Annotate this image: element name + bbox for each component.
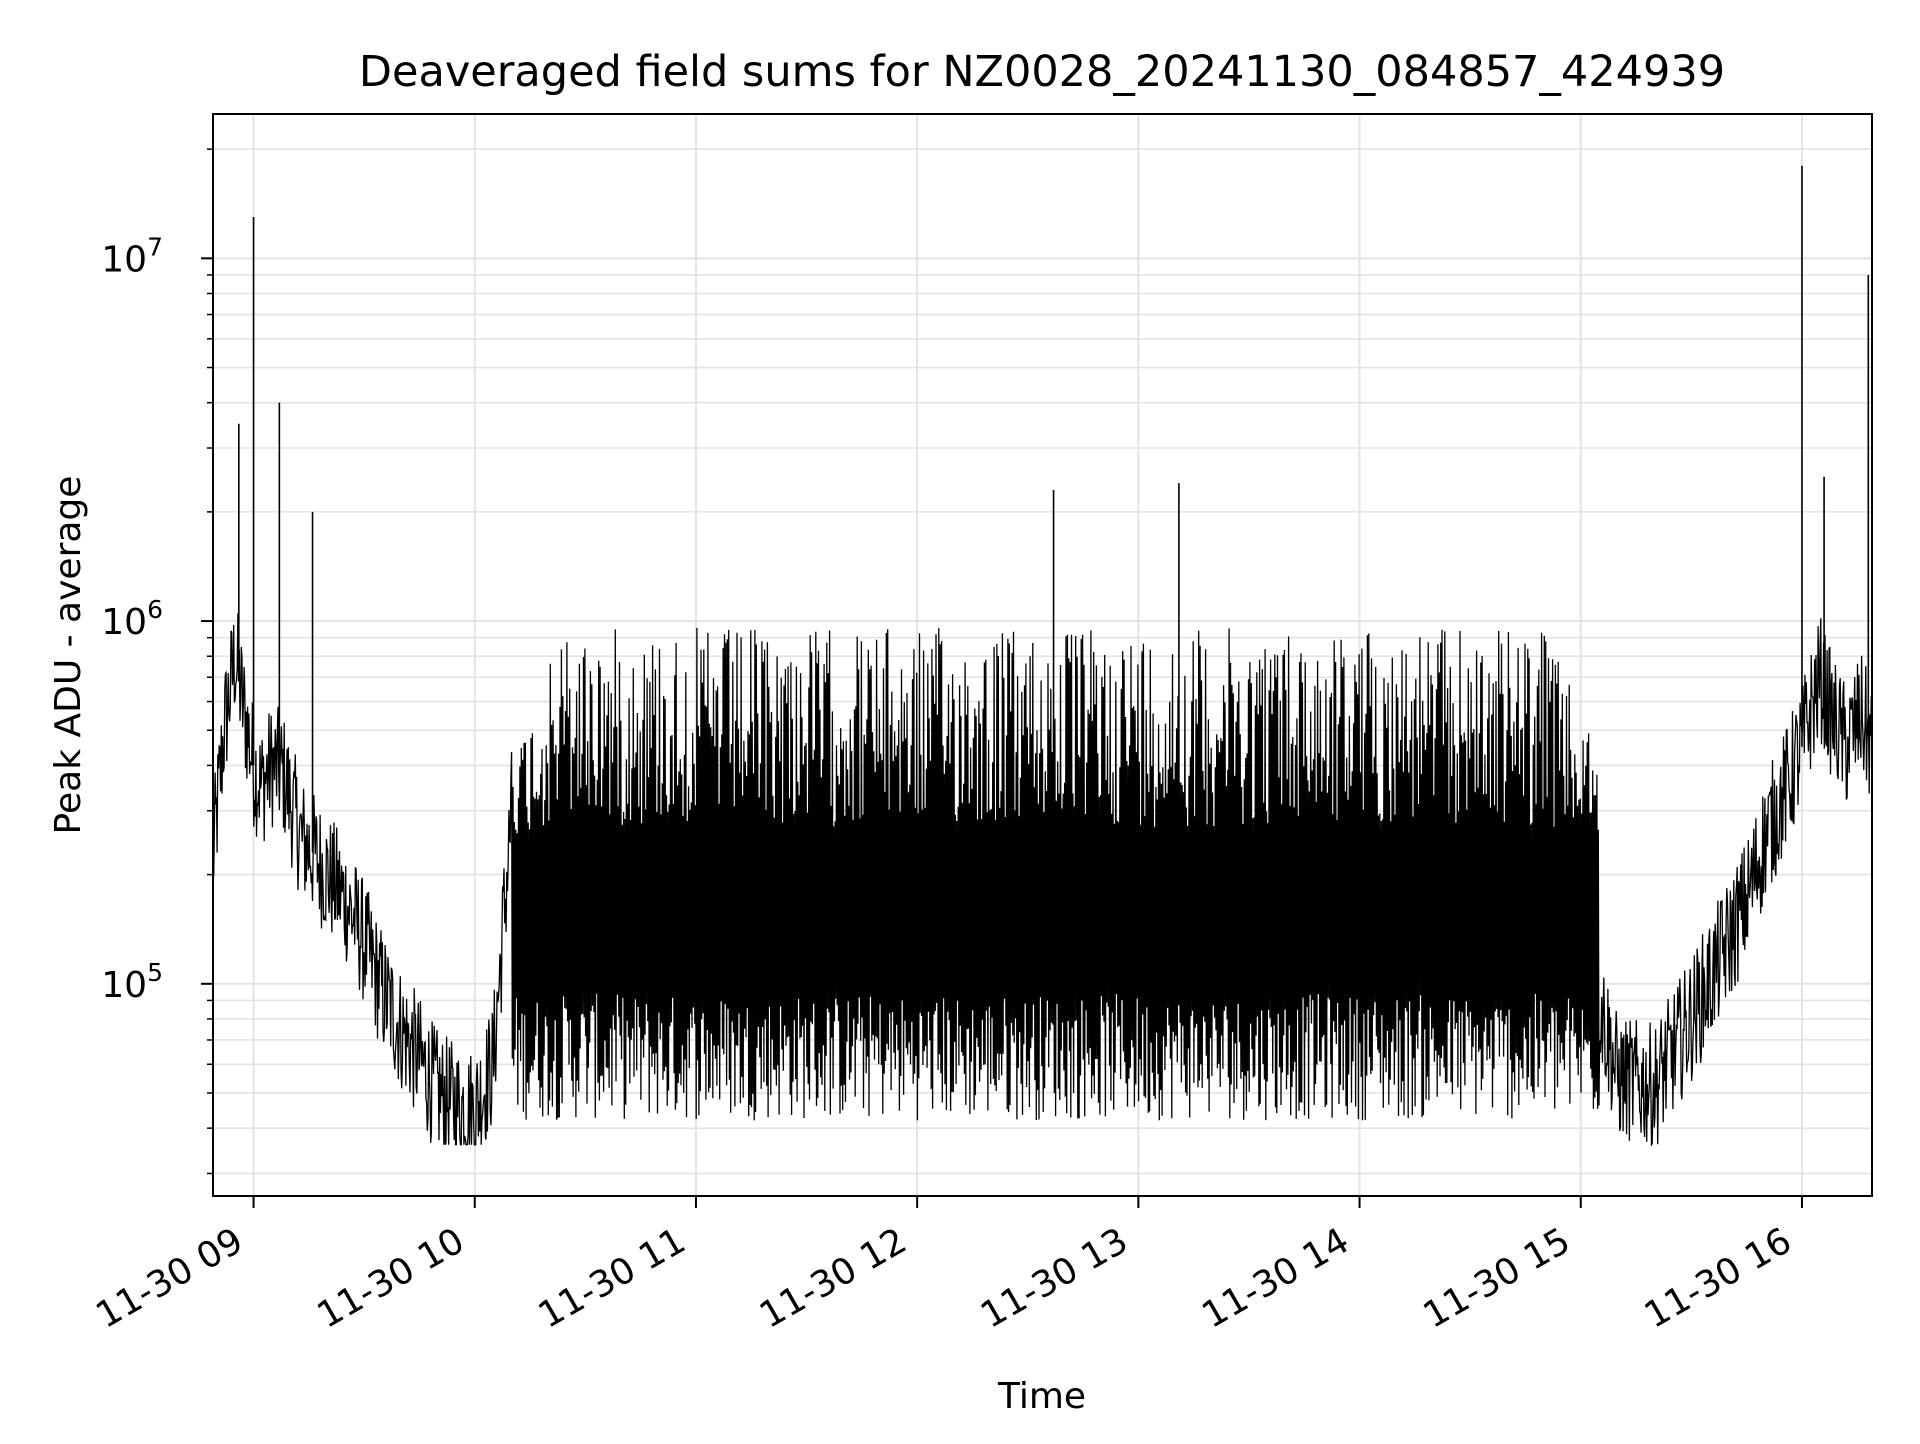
y-tick-label: 107 [101, 232, 163, 280]
y-axis: 105 106 107 [101, 148, 213, 1175]
x-axis-label: Time [997, 1376, 1086, 1417]
y-axis-label: Peak ADU - average [48, 476, 89, 835]
axes-frame [212, 113, 1873, 1197]
y-tick-label: 105 [101, 958, 163, 1006]
series-line [212, 613, 1873, 1147]
plot-area [212, 165, 1873, 1147]
y-tick-label: 106 [101, 595, 163, 643]
chart-title: Deaveraged field sums for NZ0028_2024113… [359, 47, 1725, 97]
